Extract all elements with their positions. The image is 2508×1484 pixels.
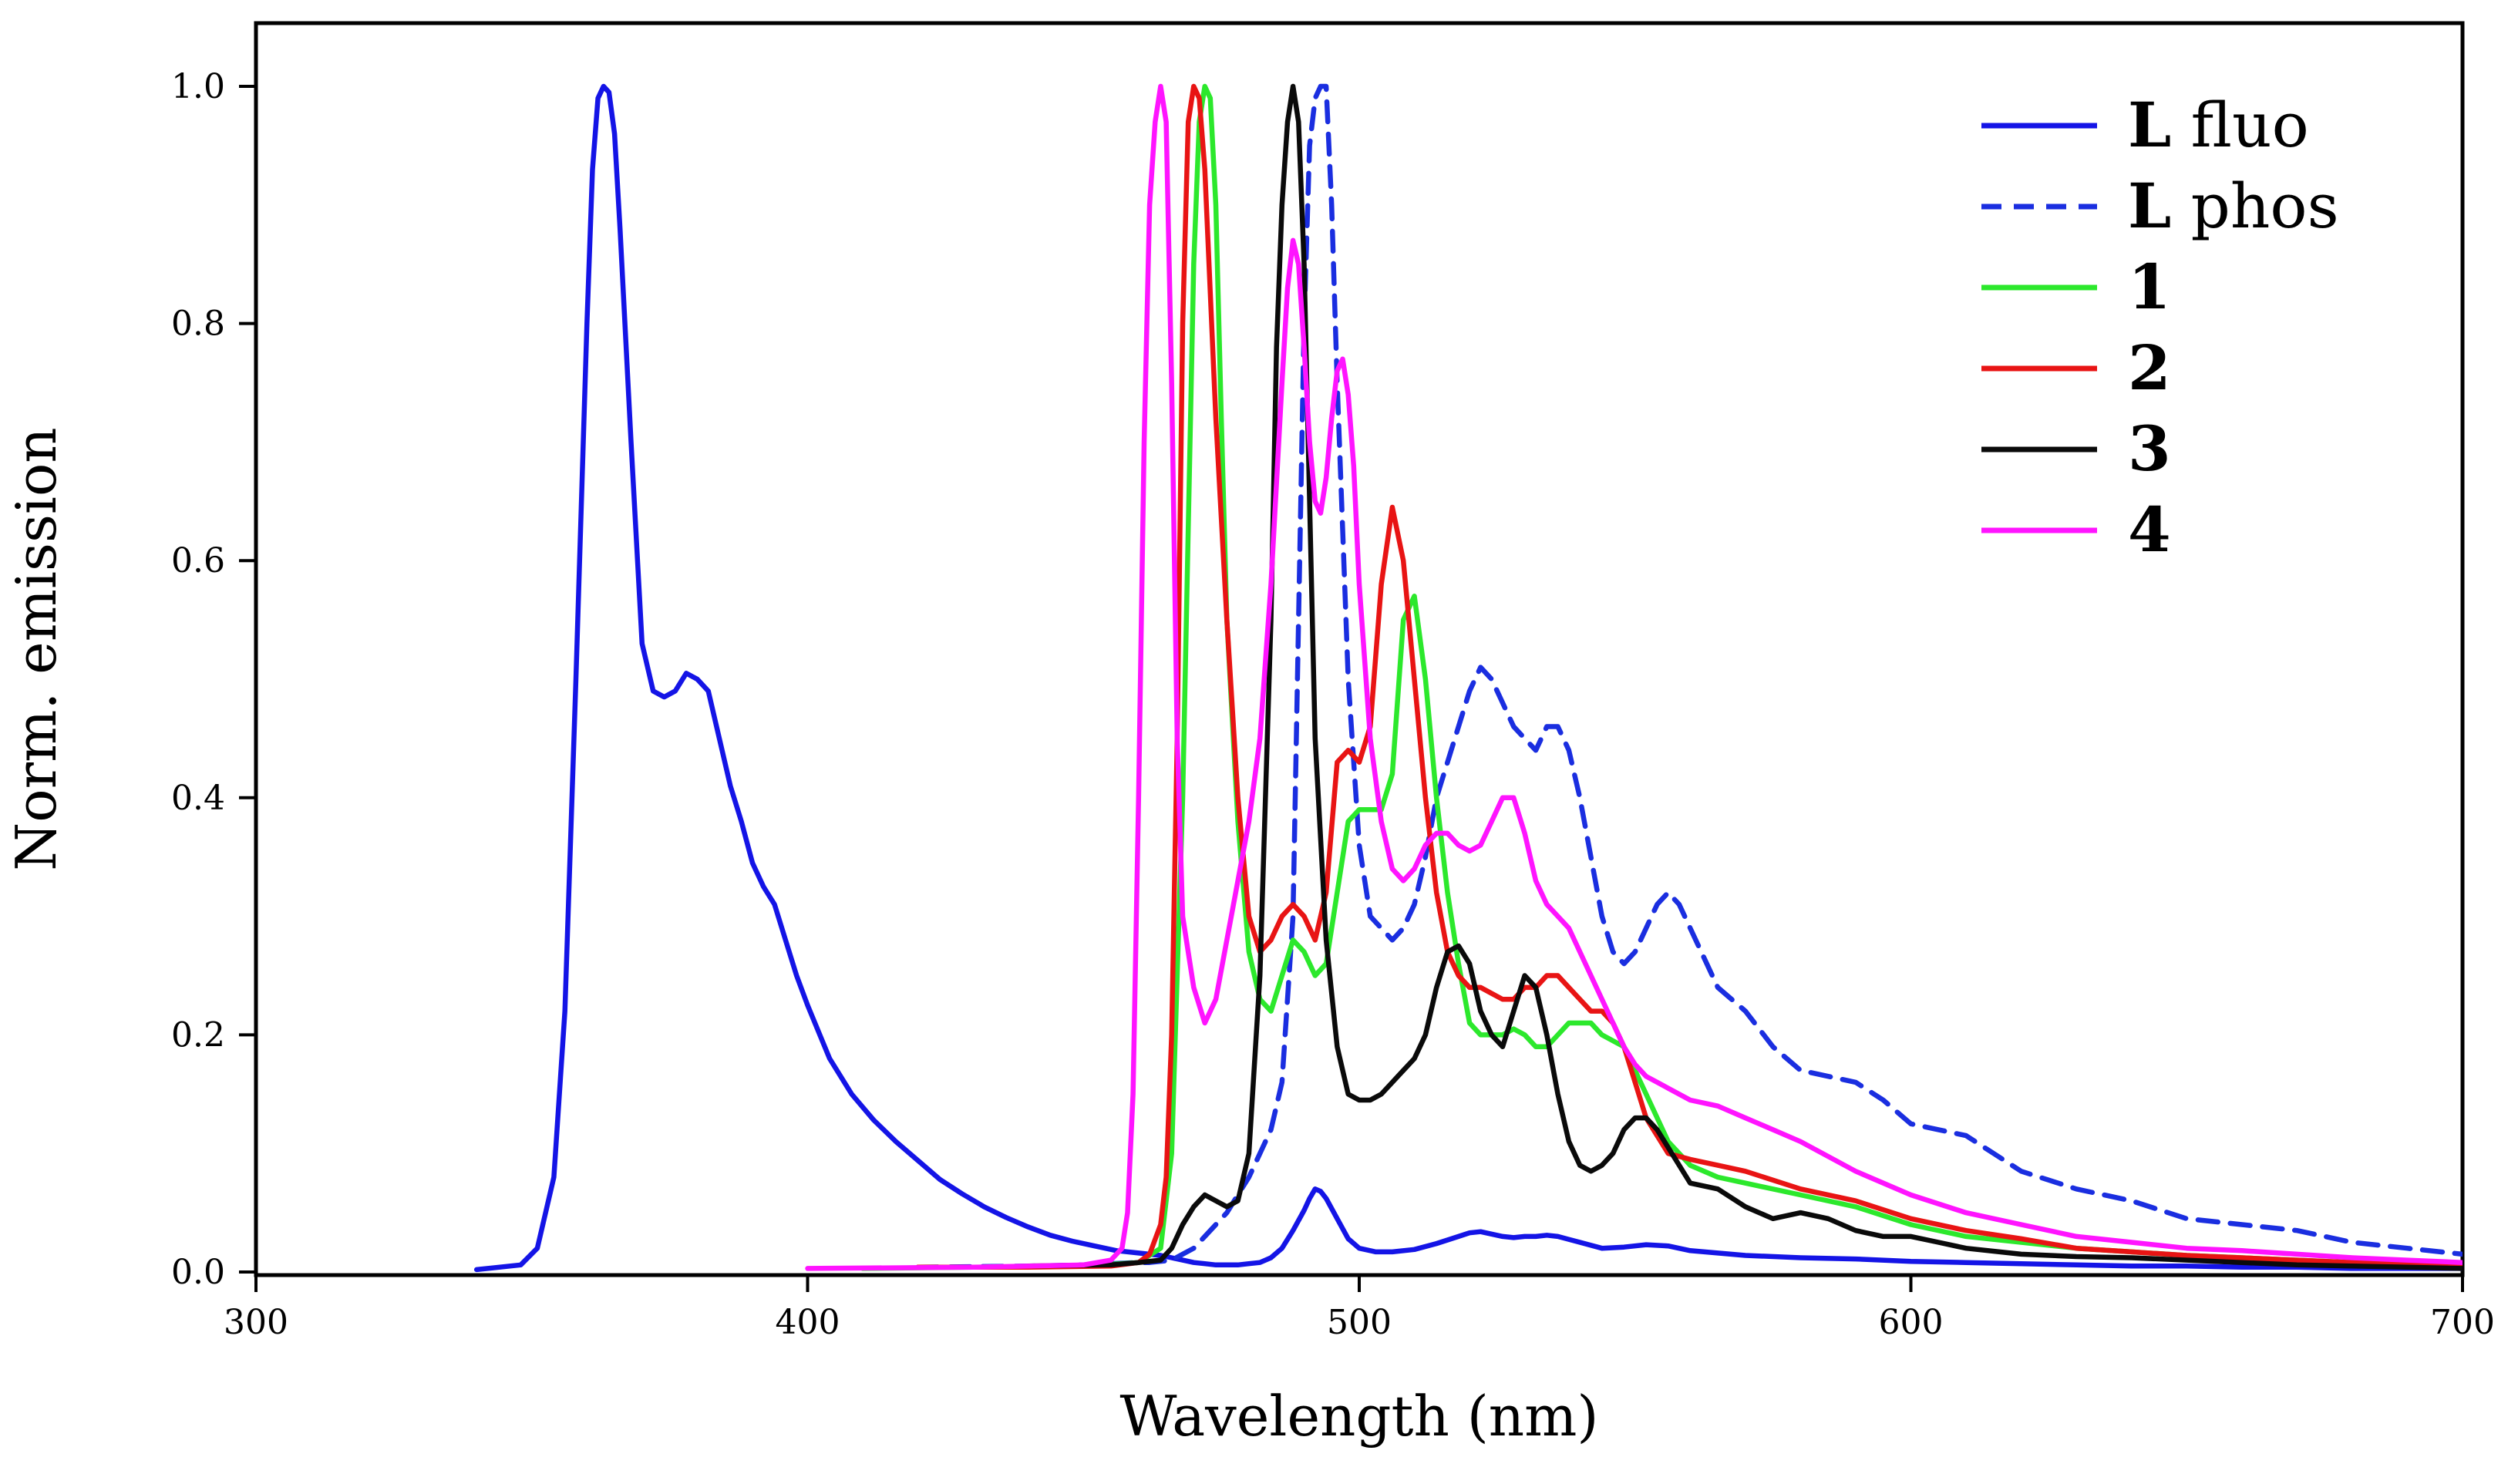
series-line-3: [860, 83, 2463, 1271]
y-tick-label: 1.0: [171, 67, 225, 106]
legend-label: 1: [2128, 251, 2171, 323]
y-tick-label: 0.4: [171, 779, 225, 818]
legend-label: 3: [2128, 412, 2171, 485]
y-tick-label: 0.6: [171, 541, 225, 580]
series-line-2: [915, 83, 2463, 1270]
legend-label-rest: phos: [2171, 170, 2338, 242]
y-tick-label: 0.8: [171, 305, 225, 344]
legend-label: 4: [2128, 493, 2171, 566]
x-tick-label: 300: [224, 1303, 288, 1342]
legend-label: L phos: [2128, 170, 2339, 242]
legend-label-bold: 1: [2128, 251, 2171, 323]
y-tick-label: 0.0: [171, 1253, 225, 1292]
x-tick-label: 700: [2430, 1303, 2495, 1342]
legend-label-rest: fluo: [2171, 89, 2308, 161]
x-tick-label: 500: [1327, 1303, 1392, 1342]
legend-label: L fluo: [2128, 89, 2309, 161]
legend-label-bold: L: [2128, 170, 2171, 242]
series-layer: [473, 83, 2463, 1273]
series-line-1: [473, 83, 2463, 1273]
x-tick-label: 400: [776, 1303, 840, 1342]
series-line-6: [805, 83, 2463, 1271]
legend-label-bold: 2: [2128, 331, 2171, 404]
x-axis-title: Wavelength (nm): [1119, 1384, 1598, 1449]
series-line-5: [1025, 83, 2463, 1271]
x-axis-ticks: 300 400 500 600 700: [224, 1275, 2495, 1342]
x-tick-label: 600: [1879, 1303, 1944, 1342]
y-axis-ticks: 0.0 0.2 0.4 0.6 0.8 1.0: [171, 67, 256, 1292]
legend-label-bold: L: [2128, 89, 2171, 161]
legend-label-bold: 3: [2128, 412, 2171, 485]
y-axis-title: Norm. emission: [4, 427, 69, 870]
legend-label-bold: 4: [2128, 493, 2171, 566]
y-tick-label: 0.2: [171, 1015, 225, 1055]
legend-label: 2: [2128, 331, 2171, 404]
